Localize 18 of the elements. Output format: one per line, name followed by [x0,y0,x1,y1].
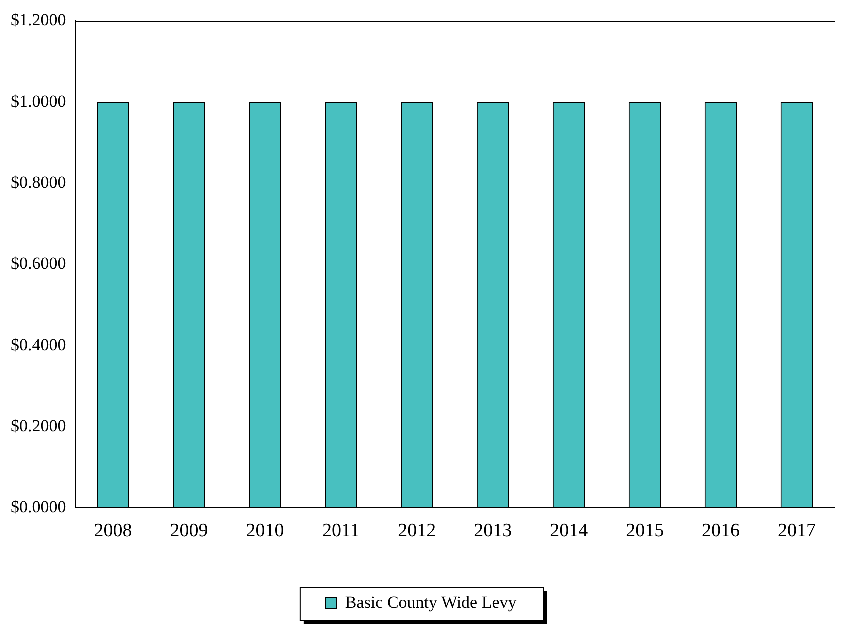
x-tick-label: 2014 [550,520,589,542]
y-tick-label: $0.0000 [11,498,66,517]
x-tick-label: 2016 [702,520,740,542]
y-tick-label: $1.0000 [11,92,66,111]
x-tick-label: 2012 [398,520,436,542]
x-tick-label: 2017 [778,520,816,542]
x-tick-label: 2010 [246,520,284,542]
y-tick-label: $0.8000 [11,173,66,192]
legend-label: Basic County Wide Levy [345,592,518,612]
y-tick-label: $1.2000 [11,10,66,30]
x-tick-label: 2015 [626,520,664,542]
y-tick-label: $0.4000 [11,335,66,354]
y-tick-label: $0.2000 [11,416,66,436]
x-tick-label: 2009 [170,520,208,542]
x-tick-label: 2013 [474,520,512,542]
x-tick-label: 2008 [94,520,132,542]
y-tick-label: $0.6000 [11,254,66,274]
x-tick-label: 2011 [322,520,360,542]
